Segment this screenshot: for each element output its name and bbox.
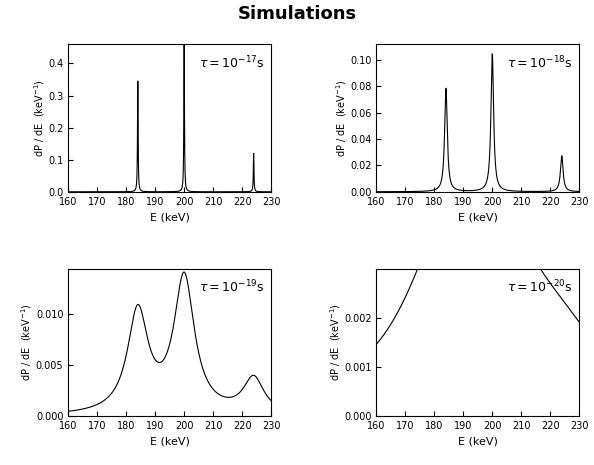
X-axis label: E (keV): E (keV) xyxy=(458,212,498,222)
Text: $\tau = 10^{-19}$s: $\tau = 10^{-19}$s xyxy=(200,279,265,295)
X-axis label: E (keV): E (keV) xyxy=(150,437,189,446)
Y-axis label: dP / dE  (keV$^{-1}$): dP / dE (keV$^{-1}$) xyxy=(334,79,349,157)
Text: $\tau = 10^{-17}$s: $\tau = 10^{-17}$s xyxy=(200,54,265,71)
Y-axis label: dP / dE  (keV$^{-1}$): dP / dE (keV$^{-1}$) xyxy=(32,79,47,157)
Y-axis label: dP / dE  (keV$^{-1}$): dP / dE (keV$^{-1}$) xyxy=(328,304,343,381)
Text: Simulations: Simulations xyxy=(238,5,356,23)
Y-axis label: dP / dE  (keV$^{-1}$): dP / dE (keV$^{-1}$) xyxy=(20,304,34,381)
Text: $\tau = 10^{-18}$s: $\tau = 10^{-18}$s xyxy=(507,54,573,71)
X-axis label: E (keV): E (keV) xyxy=(150,212,189,222)
Text: $\tau = 10^{-20}$s: $\tau = 10^{-20}$s xyxy=(507,279,573,295)
X-axis label: E (keV): E (keV) xyxy=(458,437,498,446)
